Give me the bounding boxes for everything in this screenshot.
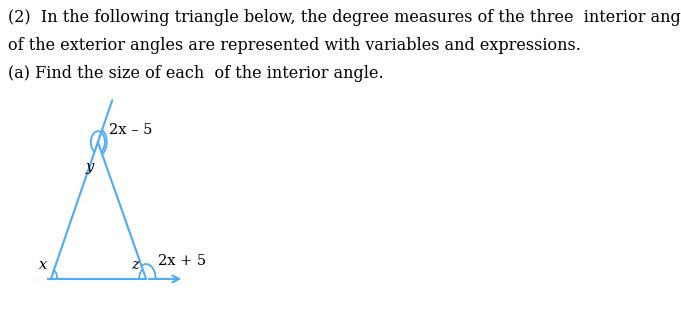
Text: (2)  In the following triangle below, the degree measures of the three  interior: (2) In the following triangle below, the…	[7, 9, 681, 26]
Text: 2x + 5: 2x + 5	[157, 254, 206, 268]
Text: z: z	[131, 258, 138, 272]
Text: x: x	[39, 258, 47, 272]
Text: 2x – 5: 2x – 5	[109, 123, 152, 137]
Text: (a) Find the size of each  of the interior angle.: (a) Find the size of each of the interio…	[7, 65, 383, 82]
Text: y: y	[86, 160, 94, 174]
Text: of the exterior angles are represented with variables and expressions.: of the exterior angles are represented w…	[7, 37, 581, 54]
